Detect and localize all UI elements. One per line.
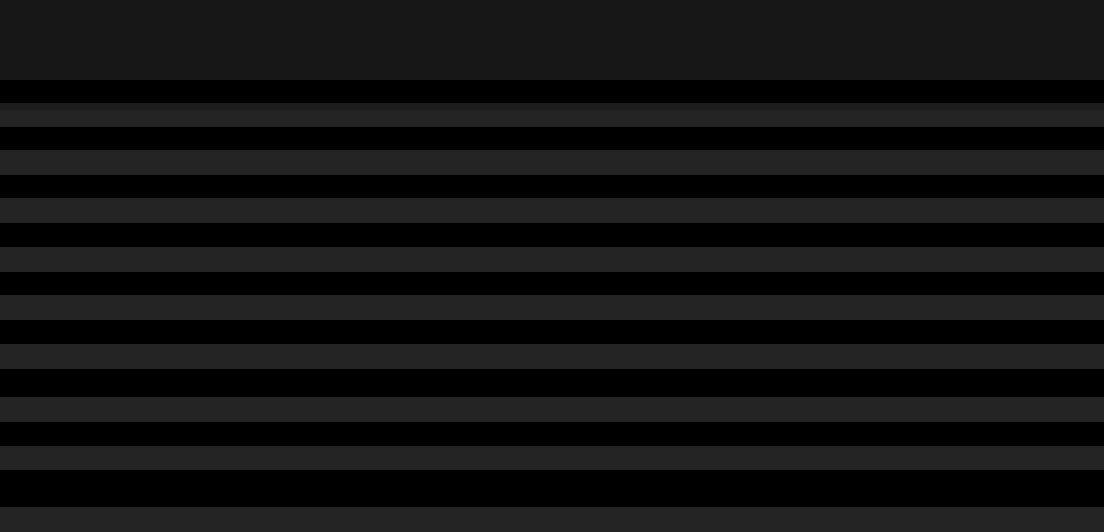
list-row[interactable] bbox=[0, 397, 1104, 422]
list-row[interactable] bbox=[0, 150, 1104, 175]
list-row[interactable] bbox=[0, 507, 1104, 532]
list-row[interactable] bbox=[0, 295, 1104, 320]
list-row[interactable] bbox=[0, 198, 1104, 223]
list-row[interactable] bbox=[0, 344, 1104, 369]
list-row[interactable] bbox=[0, 446, 1104, 470]
toolbar-divider bbox=[0, 103, 1104, 110]
header-bar bbox=[0, 0, 1104, 80]
list-row[interactable] bbox=[0, 110, 1104, 127]
list-row[interactable] bbox=[0, 247, 1104, 272]
